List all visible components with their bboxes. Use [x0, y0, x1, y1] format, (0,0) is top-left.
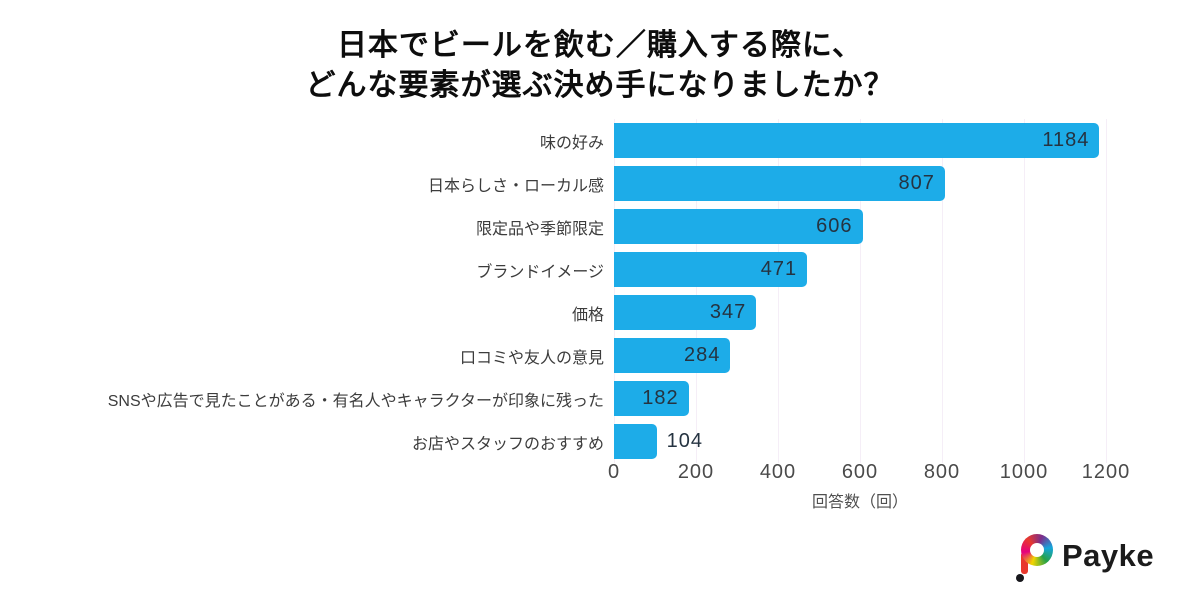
chart-title-line1: 日本でビールを飲む／購入する際に、 — [336, 29, 864, 62]
category-label: 日本らしさ・ローカル感 — [427, 177, 604, 195]
bar-row: 606 — [614, 205, 1106, 248]
gridline — [1106, 119, 1107, 463]
payke-logo: Payke — [1012, 528, 1154, 584]
gridline — [860, 119, 861, 463]
bar — [614, 338, 731, 373]
category-label: 口コミや友人の意見 — [459, 349, 604, 367]
x-tick-label: 1000 — [999, 461, 1049, 483]
payke-logo-text: Payke — [1062, 538, 1155, 573]
bar-row: 284 — [614, 334, 1106, 377]
category-label: SNSや広告で見たことがある・有名人やキャラクターが印象に残った — [107, 392, 604, 410]
gridline — [696, 119, 697, 463]
bar-value-label: 807 — [898, 172, 935, 194]
bar-row: 182 — [614, 377, 1106, 420]
bar-value-label: 182 — [642, 387, 679, 409]
chart-title: 日本でビールを飲む／購入する際に、 どんな要素が選ぶ決め手になりましたか？ — [0, 26, 1200, 106]
bar-row: 347 — [614, 291, 1106, 334]
x-tick-label: 200 — [677, 461, 715, 483]
category-label: 味の好み — [539, 134, 604, 152]
payke-logo-ring — [1021, 534, 1053, 566]
bar-row: 807 — [614, 162, 1106, 205]
bar — [614, 252, 808, 287]
gridline — [614, 119, 615, 463]
plot-area: 1184 807 606 471 347 284 182 104 — [614, 119, 1107, 463]
bar — [614, 123, 1100, 158]
category-axis: 味の好み日本らしさ・ローカル感限定品や季節限定 ブランドイメージ価格口コミや友人の… — [0, 119, 604, 463]
bar-row: 104 — [614, 420, 1106, 463]
category-label: ブランドイメージ — [476, 263, 604, 281]
x-axis-label: 回答数（回） — [811, 494, 908, 511]
bar — [614, 166, 945, 201]
payke-logo-stem — [1021, 552, 1028, 574]
bar-row: 1184 — [614, 119, 1106, 162]
bar-value-label: 284 — [684, 344, 721, 366]
category-label: 限定品や季節限定 — [475, 220, 604, 238]
bar-value-label: 471 — [760, 258, 798, 280]
x-tick-label: 0 — [607, 461, 621, 483]
bar-value-label: 104 — [666, 430, 703, 452]
category-label: 価格 — [571, 306, 604, 324]
chart-title-line2: どんな要素が選ぶ決め手になりましたか？ — [305, 69, 895, 102]
bar-value-label: 347 — [709, 301, 747, 323]
gridline — [778, 119, 779, 463]
bar — [614, 381, 689, 416]
gridline — [1024, 119, 1025, 463]
gridline — [942, 119, 943, 463]
bar — [614, 424, 657, 459]
bar-value-label: 1184 — [1042, 129, 1090, 151]
x-tick-label: 800 — [923, 461, 961, 483]
bar — [614, 295, 757, 330]
x-tick-label: 1200 — [1081, 461, 1131, 483]
category-label: お店やスタッフのおすすめ — [411, 435, 604, 453]
bar-row: 471 — [614, 248, 1106, 291]
bar-value-label: 606 — [816, 215, 853, 237]
x-tick-label: 600 — [841, 461, 879, 483]
payke-logo-dot — [1016, 574, 1024, 582]
x-tick-label: 400 — [759, 461, 797, 483]
x-axis: 0 200 400 600 800 1000 1200 — [608, 461, 1129, 485]
bar — [614, 209, 863, 244]
payke-logo-icon — [1012, 528, 1056, 584]
